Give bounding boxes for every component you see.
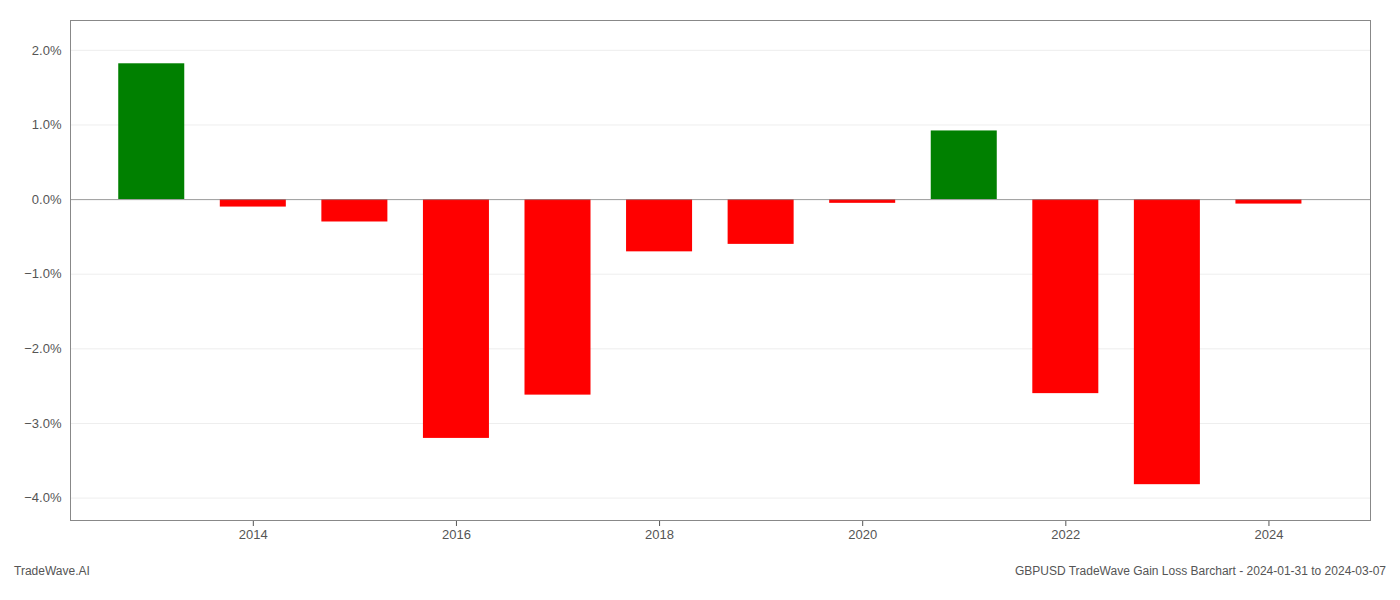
svg-text:2014: 2014 (239, 527, 268, 542)
html-text:TradeWave.AI: TradeWave.AI (14, 564, 90, 578)
svg-text:−1.0%: −1.0% (24, 266, 62, 281)
svg-text:2.0%: 2.0% (32, 43, 62, 58)
html-text:GBPUSD TradeWave Gain Loss Bar: GBPUSD TradeWave Gain Loss Barchart - 20… (1014, 564, 1386, 578)
svg-text:2020: 2020 (848, 527, 877, 542)
svg-text:2024: 2024 (1254, 527, 1283, 542)
svg-text:−2.0%: −2.0% (24, 341, 62, 356)
svg-text:0.0%: 0.0% (32, 192, 62, 207)
svg-text:1.0%: 1.0% (32, 117, 62, 132)
svg-text:−3.0%: −3.0% (24, 416, 62, 431)
svg-text:2022: 2022 (1051, 527, 1080, 542)
svg-text:2018: 2018 (645, 527, 674, 542)
svg-text:2016: 2016 (442, 527, 471, 542)
svg-text:−4.0%: −4.0% (24, 490, 62, 505)
